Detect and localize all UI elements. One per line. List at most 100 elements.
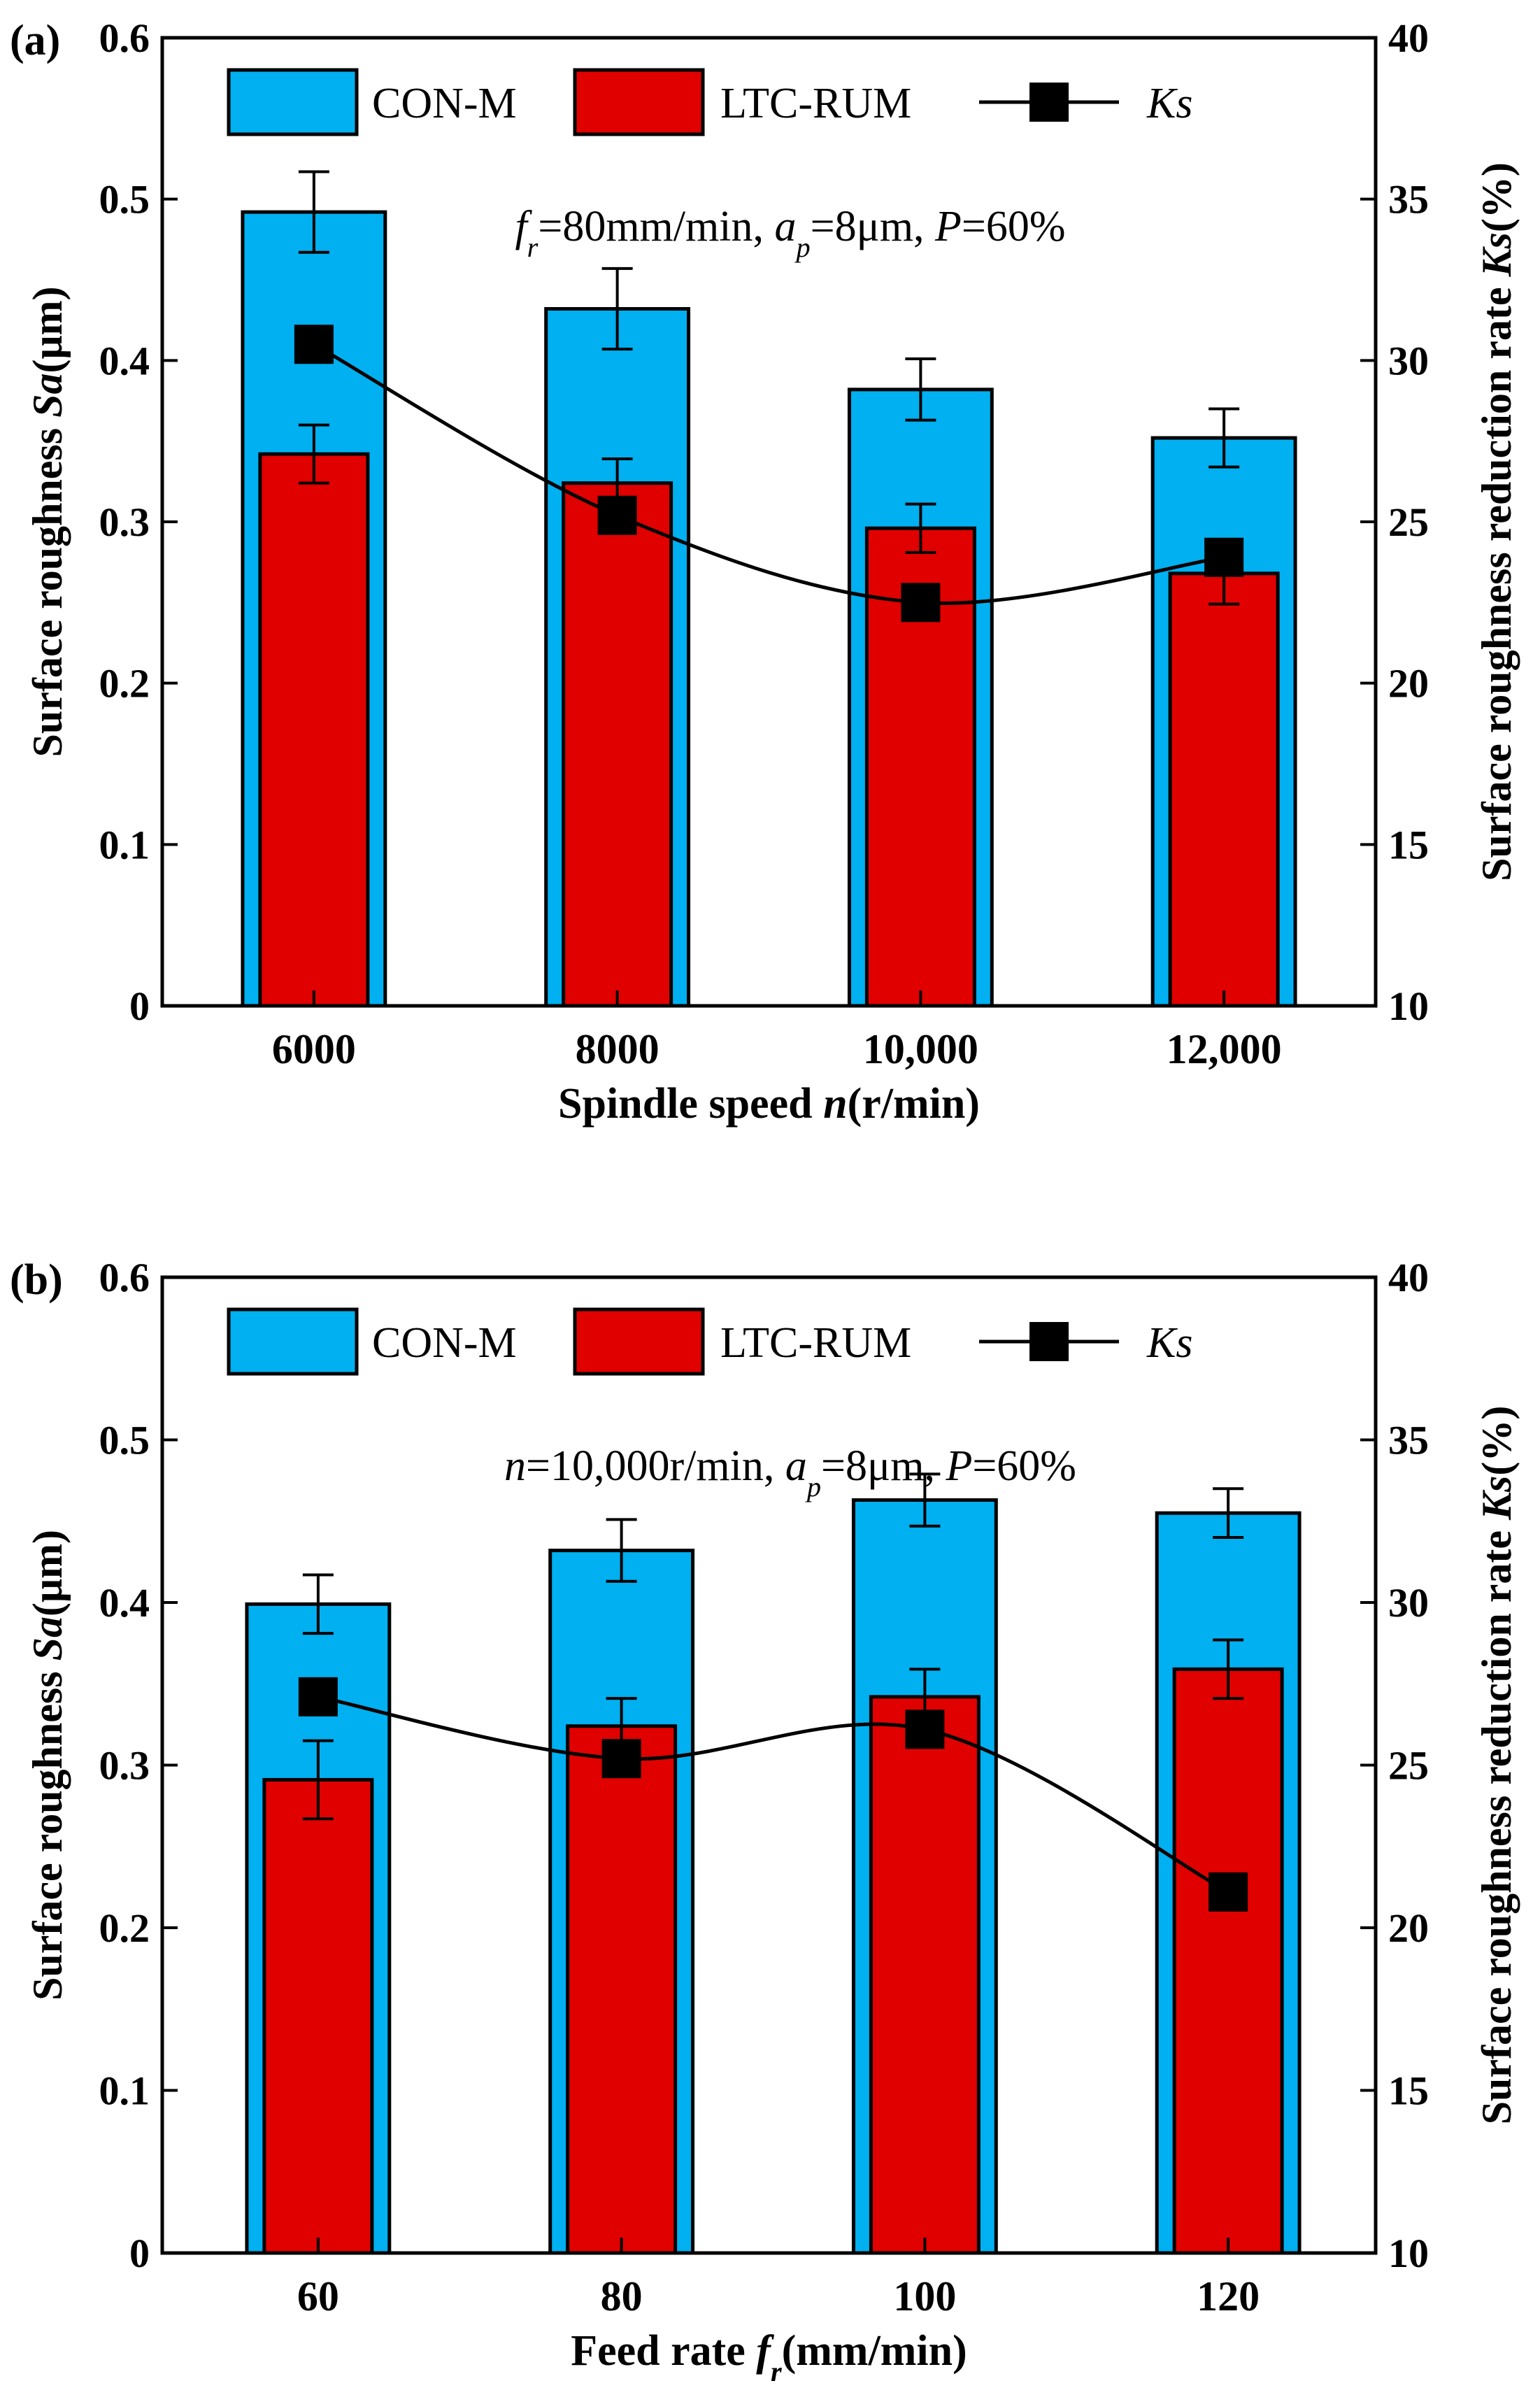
condition-annotation-part: =80mm/min, [538, 203, 774, 250]
y2-tick-label: 40 [1388, 1255, 1429, 1300]
ks-marker [298, 1677, 338, 1717]
y2-tick-label: 10 [1388, 2231, 1429, 2276]
ks-line [318, 1695, 1229, 1894]
y2-axis-label: Surface roughness reduction rate Ks(%) [1474, 1406, 1520, 2125]
x-tick-label: 6000 [272, 1026, 356, 1072]
condition-annotation-part: =8μm, [821, 1442, 946, 1490]
x-tick-label: 120 [1197, 2273, 1260, 2319]
error-bar [601, 266, 633, 351]
y-tick-label: 0.6 [99, 15, 150, 61]
chart-panel-a: 0 0.1 0.2 0.3 0.4 0.5 0.6 10 15 20 25 30 35 40 6000 800… [10, 15, 1520, 1128]
y-axis-label-part: (μm) [24, 1530, 71, 1616]
legend-label-ks: Ks [1146, 1319, 1192, 1367]
condition-annotation-part: =8μm, [811, 203, 935, 250]
y-tick-label: 0.3 [99, 499, 150, 545]
error-bar [909, 1472, 941, 1528]
error-bar [302, 1573, 334, 1635]
legend-swatch-con-m [227, 1307, 359, 1376]
legend-marker-ks [1029, 83, 1069, 122]
ltc-rum-bar [566, 1724, 678, 2255]
error-bar [298, 170, 329, 254]
condition-annotation-part: =60% [962, 203, 1066, 250]
x-tick-label: 100 [893, 2273, 956, 2319]
legend-label-ltc-rum: LTC-RUM [720, 80, 911, 127]
condition-annotation: n=10,000r/min, ap=8μm, P=60% [504, 1442, 1076, 1502]
y-axis-label-part: (μm) [24, 287, 71, 374]
legend-swatch-con-m [227, 68, 359, 136]
y2-tick-label: 40 [1388, 15, 1429, 61]
ks-marker [901, 583, 941, 623]
y2-tick-label: 35 [1388, 1418, 1429, 1463]
y2-axis-label-part: Ks [1474, 1476, 1520, 1521]
y-axis-label: Surface roughness Sa(μm) [24, 1530, 71, 2000]
error-bar [606, 1518, 637, 1583]
legend-label-ks: Ks [1146, 80, 1192, 127]
legend-swatch-ltc-rum [573, 1307, 705, 1376]
y-tick-label: 0.3 [99, 1743, 150, 1789]
ltc-rum-bar [258, 452, 370, 1008]
ks-marker [294, 325, 334, 364]
y-axis-label-part: Sa [24, 373, 71, 417]
y2-tick-label: 30 [1388, 338, 1429, 383]
error-bar [1213, 1638, 1244, 1700]
condition-annotation-part: P [945, 1442, 972, 1490]
y2-axis-label-part: Surface roughness reduction rate [1474, 276, 1520, 881]
x-tick-label: 60 [297, 2273, 339, 2319]
condition-annotation-part: r [527, 232, 539, 263]
y2-axis-label-part: Ks [1474, 232, 1520, 277]
y-tick-label: 0 [129, 2231, 150, 2276]
y-axis-label-part: Surface roughness [24, 1661, 71, 2000]
x-axis-label-part: (mm/min) [782, 2327, 967, 2375]
legend-label-ltc-rum: LTC-RUM [720, 1319, 911, 1367]
ks-marker [905, 1710, 945, 1749]
x-axis-label-part: r [771, 2356, 782, 2387]
legend-marker-ks [1029, 1322, 1069, 1361]
condition-annotation: fr=80mm/min, ap=8μm, P=60% [515, 203, 1065, 263]
condition-annotation-part: p [805, 1471, 821, 1502]
ks-marker [1209, 1872, 1248, 1912]
y-tick-label: 0.4 [99, 1580, 150, 1626]
y-tick-label: 0.1 [99, 2068, 150, 2114]
y-tick-label: 0.5 [99, 177, 150, 222]
ltc-rum-bar [1172, 1667, 1284, 2255]
y-tick-label: 0 [129, 983, 150, 1029]
x-tick-label: 8000 [576, 1026, 660, 1072]
y2-axis-label-part: (%) [1474, 1406, 1520, 1476]
ltc-rum-bar [1168, 571, 1280, 1008]
x-axis-label-part: (r/min) [848, 1080, 980, 1128]
y2-tick-label: 10 [1388, 983, 1429, 1029]
condition-annotation-part: a [785, 1442, 807, 1490]
x-axis-label-part: Feed rate [571, 2327, 756, 2375]
ltc-rum-bar [869, 1695, 981, 2255]
legend-label-con-m: CON-M [372, 80, 517, 127]
y-axis-label-part: Sa [24, 1616, 71, 1661]
chart-panel-b: 0 0.1 0.2 0.3 0.4 0.5 0.6 10 15 20 25 30 35 40 60 80 100… [10, 1255, 1520, 2387]
y2-axis-label: Surface roughness reduction rate Ks(%) [1474, 162, 1520, 881]
error-bar [298, 423, 329, 485]
panel-label: (a) [10, 17, 60, 64]
panel-label: (b) [10, 1256, 63, 1304]
y-tick-label: 0.6 [99, 1255, 150, 1300]
condition-annotation-part: n [504, 1442, 526, 1490]
y2-tick-label: 30 [1388, 1580, 1429, 1626]
y2-axis-label-part: (%) [1474, 162, 1520, 232]
x-tick-label: 12,000 [1167, 1026, 1282, 1072]
ltc-rum-bar [262, 1777, 374, 2255]
error-bar [1209, 407, 1240, 469]
ks-marker [597, 495, 637, 535]
y2-tick-label: 15 [1388, 2068, 1429, 2114]
y2-tick-label: 15 [1388, 822, 1429, 867]
ltc-rum-bar [562, 481, 673, 1008]
condition-annotation-part: =10,000r/min, [526, 1442, 785, 1490]
y-axis-label-part: Surface roughness [24, 418, 71, 758]
x-axis-label-part: Spindle speed [558, 1080, 823, 1128]
ks-marker [601, 1739, 641, 1779]
error-bar [905, 502, 936, 554]
y-tick-label: 0.2 [99, 661, 150, 706]
y-tick-label: 0.1 [99, 822, 150, 867]
condition-annotation-part: a [774, 203, 796, 250]
ks-marker [1204, 537, 1244, 577]
x-axis-label: Spindle speed n(r/min) [558, 1080, 980, 1128]
condition-annotation-part: P [934, 203, 962, 250]
